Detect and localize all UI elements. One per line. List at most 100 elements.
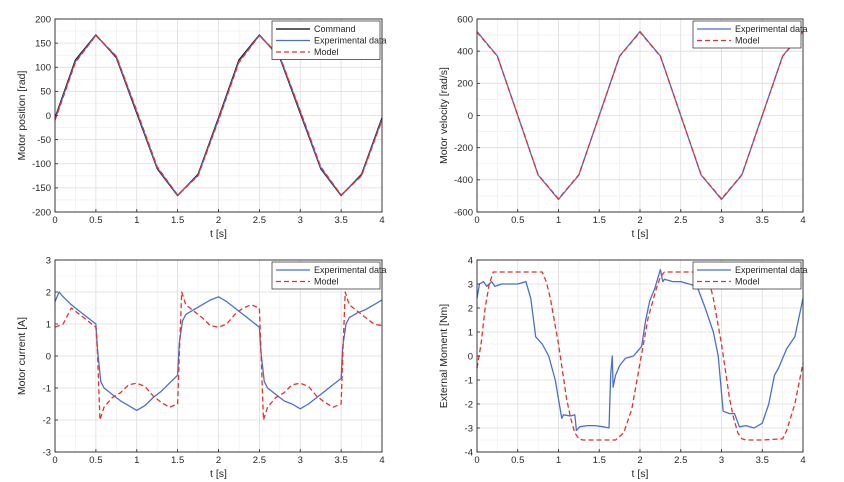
y-tick-label: -2 (43, 415, 51, 426)
legend-entry: Command (314, 24, 356, 34)
x-tick-label: 4 (800, 215, 805, 226)
y-tick-label: 600 (457, 14, 473, 25)
y-tick-label: 150 (35, 38, 51, 49)
x-tick-label: 0.5 (511, 455, 524, 466)
legend-entry: Model (735, 277, 760, 287)
y-tick-label: -200 (32, 207, 51, 218)
y-tick-label: 1 (46, 319, 51, 330)
y-tick-label: 0 (468, 351, 473, 362)
y-tick-label: -600 (454, 207, 473, 218)
y-tick-label: -4 (465, 447, 473, 458)
x-tick-label: 2 (637, 215, 642, 226)
y-tick-label: 200 (457, 79, 473, 90)
current-plot: 0 0.5 1 1.5 2 2.5 3 3.5 4 -3 -2 -1 0 1 2 3 t [s] Motor cu… (16, 255, 387, 480)
y-tick-label: -400 (454, 175, 473, 186)
x-tick-label: 3.5 (335, 215, 348, 226)
grid (476, 18, 804, 213)
x-tick-label: 1 (134, 455, 139, 466)
series-line-1 (476, 268, 804, 432)
x-tick-label: 2 (637, 455, 642, 466)
x-tick-label: 0 (474, 455, 479, 466)
series-line-3 (54, 34, 383, 196)
y-tick-label: -200 (454, 143, 473, 154)
legend: Experimental data Model (692, 20, 808, 49)
y-tick-label: 2 (46, 287, 51, 298)
legend-entry: Model (735, 36, 760, 46)
x-tick-label: 2.5 (253, 455, 266, 466)
moment-plot: 0 0.5 1 1.5 2 2.5 3 3.5 4 -4 -3 -2 -1 0 1 2 3 4 t [s] Exter… (438, 255, 808, 480)
legend-box (692, 261, 802, 290)
y-axis-label: Motor position [rad] (16, 70, 28, 160)
x-tick-label: 2.5 (674, 215, 687, 226)
x-tick-label: 2.5 (674, 455, 687, 466)
x-tick-label: 0 (474, 215, 479, 226)
y-axis-label: External Moment [Nm] (438, 304, 450, 409)
y-tick-label: 3 (468, 279, 473, 290)
y-tick-label: -150 (32, 183, 51, 194)
x-tick-label: 1 (556, 455, 561, 466)
x-tick-label: 1.5 (171, 455, 184, 466)
x-tick-label: 1.5 (593, 455, 606, 466)
x-axis-label: t [s] (210, 468, 227, 480)
legend-entry: Model (314, 277, 339, 287)
x-tick-label: 1.5 (171, 215, 184, 226)
x-tick-label: 0.5 (89, 455, 102, 466)
y-tick-label: -50 (37, 135, 51, 146)
y-tick-label: 0 (468, 111, 473, 122)
y-tick-label: -3 (465, 423, 473, 434)
x-axis-label: t [s] (210, 228, 227, 240)
x-tick-label: 0 (52, 215, 57, 226)
x-tick-label: 2.5 (253, 215, 266, 226)
y-axis-label: Motor current [A] (16, 317, 28, 395)
x-axis-label: t [s] (632, 228, 649, 240)
y-tick-label: 4 (468, 255, 473, 266)
series-line-2 (54, 291, 383, 421)
y-tick-label: -1 (43, 383, 51, 394)
y-tick-label: 2 (468, 303, 473, 314)
y-tick-label: -100 (32, 159, 51, 170)
legend-entry: Experimental data (314, 36, 387, 46)
legend: Experimental data Model (692, 261, 808, 290)
y-tick-label: -1 (465, 375, 473, 386)
y-tick-label: 400 (457, 46, 473, 57)
x-tick-label: 3 (719, 455, 724, 466)
x-tick-label: 2 (216, 455, 221, 466)
y-tick-label: -2 (465, 399, 473, 410)
x-tick-label: 3.5 (335, 455, 348, 466)
x-tick-label: 0.5 (89, 215, 102, 226)
x-tick-label: 3.5 (756, 215, 769, 226)
x-tick-label: 3 (719, 215, 724, 226)
x-axis-label: t [s] (632, 468, 649, 480)
x-tick-label: 3 (298, 215, 303, 226)
legend-entry: Experimental data (735, 24, 808, 34)
velocity-plot: 0 0.5 1 1.5 2 2.5 3 3.5 4 -600 -400 -200 0 200 400 600 t… (438, 14, 808, 240)
series-line-2 (476, 31, 804, 200)
y-tick-label: 0 (46, 351, 51, 362)
x-tick-label: 2 (216, 215, 221, 226)
legend: Experimental data Model (271, 261, 387, 290)
x-tick-label: 4 (379, 455, 384, 466)
x-tick-label: 3 (298, 455, 303, 466)
y-tick-label: -3 (43, 447, 51, 458)
x-tick-label: 1 (556, 215, 561, 226)
y-tick-label: 3 (46, 255, 51, 266)
legend-entry: Experimental data (735, 265, 808, 275)
series-line-1 (54, 291, 383, 412)
position-plot: 0 0.5 1 1.5 2 2.5 3 3.5 4 -200 -150 -100 -50 0 50 100 15… (16, 14, 387, 240)
x-tick-label: 0 (52, 455, 57, 466)
legend-box (271, 261, 381, 290)
legend-box (692, 20, 802, 49)
y-tick-label: 100 (35, 63, 51, 74)
y-tick-label: 50 (40, 87, 51, 98)
x-tick-label: 4 (379, 215, 384, 226)
y-tick-label: 0 (46, 111, 51, 122)
x-tick-label: 3.5 (756, 455, 769, 466)
x-tick-label: 0.5 (511, 215, 524, 226)
x-tick-label: 1 (134, 215, 139, 226)
legend-entry: Model (314, 47, 339, 57)
y-tick-label: 1 (468, 327, 473, 338)
x-tick-label: 4 (800, 455, 805, 466)
y-tick-label: 200 (35, 14, 51, 25)
